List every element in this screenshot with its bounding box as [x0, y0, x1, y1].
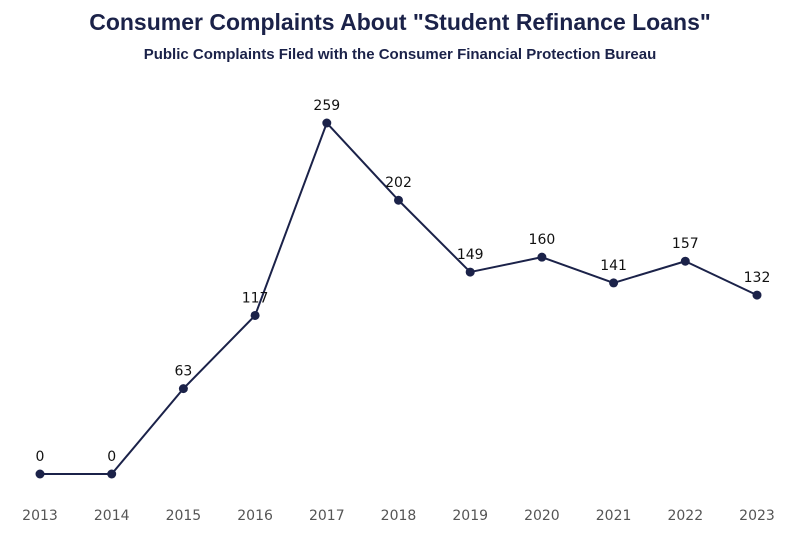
- data-point-2017: [322, 119, 331, 128]
- data-point-2014: [107, 470, 116, 479]
- data-point-2018: [394, 196, 403, 205]
- data-point-2016: [251, 311, 260, 320]
- x-tick-label-2013: 2013: [22, 508, 58, 524]
- x-tick-label-2021: 2021: [596, 508, 632, 524]
- x-tick-label-2015: 2015: [166, 508, 202, 524]
- data-point-2021: [609, 278, 618, 287]
- data-point-2019: [466, 268, 475, 277]
- line-chart: 0 063117259202149160141157132 2013 2014 201…: [0, 0, 800, 548]
- x-tick-label-2018: 2018: [381, 508, 417, 524]
- data-label-2022: 157: [672, 236, 699, 252]
- data-label-2013: 0: [36, 449, 45, 465]
- data-point-2013: [36, 470, 45, 479]
- data-label-2019: 149: [457, 247, 484, 263]
- data-label-2020: 160: [529, 232, 556, 248]
- x-tick-label-2017: 2017: [309, 508, 345, 524]
- data-label-2018: 202: [385, 175, 412, 191]
- x-tick-label-2019: 2019: [452, 508, 488, 524]
- data-point-2020: [537, 253, 546, 262]
- points-layer: [36, 119, 762, 479]
- data-point-2015: [179, 384, 188, 393]
- data-label-2021: 141: [600, 258, 627, 274]
- data-label-2014: 0: [107, 449, 116, 465]
- x-tick-label-2020: 2020: [524, 508, 560, 524]
- x-tick-label-2014: 2014: [94, 508, 130, 524]
- data-label-2016: 117: [242, 290, 269, 306]
- data-label-2015: 63: [174, 364, 192, 380]
- data-point-2022: [681, 257, 690, 266]
- x-tick-label-2023: 2023: [739, 508, 775, 524]
- data-labels-layer: 0 0 63 117 259 202 149 160 141 157 132: [36, 98, 771, 465]
- data-label-2023: 132: [744, 270, 771, 286]
- data-label-2017: 259: [313, 98, 340, 114]
- x-tick-label-2016: 2016: [237, 508, 273, 524]
- data-point-2023: [753, 291, 762, 300]
- x-tick-label-2022: 2022: [667, 508, 703, 524]
- x-axis: 2013 2014 2015 2016 2017 2018 2019 2020 2021 2022…: [22, 508, 775, 524]
